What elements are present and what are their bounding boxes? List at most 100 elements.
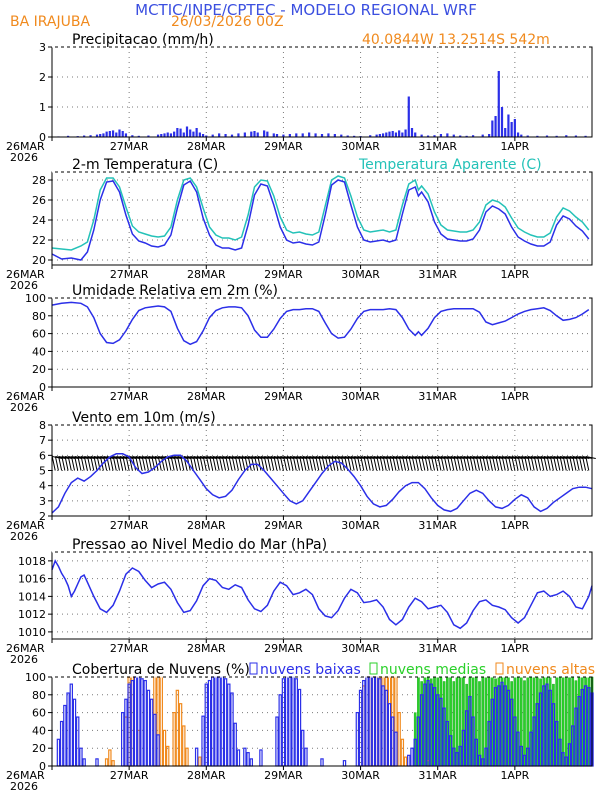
bar-nuvens-medias [478, 681, 481, 767]
x-tick-label: 29MAR [264, 390, 303, 403]
bar-precipitacao [185, 126, 189, 137]
wind-barb [315, 456, 326, 471]
wind-barb [418, 456, 429, 471]
wind-barb [456, 456, 468, 471]
wind-barb [238, 456, 249, 471]
wind-barb [492, 456, 503, 471]
bar-precipitacao [169, 133, 173, 137]
bar-precipitacao [433, 135, 436, 137]
bar-precipitacao [147, 135, 150, 137]
wind-barb [116, 456, 127, 471]
panel-5: 0 20 40 60 80 100 26MAR 27MAR 28MAR 29MAR 30MAR 31M… [6, 662, 595, 792]
wind-barb [318, 456, 330, 471]
bar-precipitacao [414, 132, 417, 137]
wind-barb [514, 456, 526, 471]
wind-barb [276, 456, 288, 471]
wind-barb [421, 456, 432, 471]
bar-precipitacao [507, 114, 510, 137]
y-tick-label: 4 [39, 480, 46, 493]
wind-barb [546, 456, 558, 471]
wind-barb [392, 456, 404, 471]
wind-barb [222, 456, 233, 471]
wind-barb [206, 456, 217, 471]
x-tick-label: 30MAR [341, 769, 380, 782]
series-line-pressao [51, 559, 593, 630]
bar-precipitacao [391, 131, 394, 137]
wind-barb [58, 456, 69, 471]
y-tick-label: 1014 [18, 590, 46, 603]
bar-precipitacao [111, 130, 115, 137]
legend-swatch [249, 662, 258, 675]
wind-barb [578, 456, 590, 471]
y-tick-label: 40 [32, 345, 46, 358]
bar-precipitacao [513, 119, 516, 137]
y-tick-label: 40 [32, 724, 46, 737]
bar-precipitacao [381, 133, 385, 137]
bar-precipitacao [66, 135, 70, 137]
x-tick-label: 28MAR [187, 519, 226, 532]
x-tick-label: 1APR [500, 140, 529, 153]
wind-barb [566, 456, 577, 471]
wind-barb [189, 456, 201, 471]
bar-precipitacao [137, 135, 140, 137]
y-tick-label: 60 [32, 328, 46, 341]
wind-barb [77, 456, 89, 471]
wind-barb [511, 456, 522, 471]
wind-barb [524, 456, 535, 471]
legend-swatch [369, 662, 378, 675]
bar-precipitacao [504, 128, 507, 137]
bar-precipitacao [121, 131, 124, 137]
wind-barb [395, 456, 407, 471]
wind-barb [132, 456, 143, 471]
wind-barb [537, 456, 548, 471]
wind-barb [501, 456, 513, 471]
y-tick-label: 1016 [18, 573, 46, 586]
bar-precipitacao [250, 131, 253, 137]
wind-barb [122, 456, 134, 471]
x-tick-label: 31MAR [418, 642, 457, 655]
panel-title: 2-m Temperatura (C) [72, 157, 218, 173]
wind-barb [508, 456, 519, 471]
x-year-label: 2026 [10, 780, 38, 792]
wind-barb [225, 456, 236, 471]
wind-barb [447, 456, 458, 471]
wind-barb [289, 456, 301, 471]
bar-precipitacao [369, 135, 372, 137]
bar-precipitacao [195, 128, 198, 137]
wind-barb [405, 456, 416, 471]
y-tick-label: 2 [39, 71, 46, 84]
wind-barb [90, 456, 101, 471]
y-tick-label: 100 [25, 292, 46, 305]
wind-barb [144, 456, 156, 471]
panel-3: 2 3 4 5 6 7 8 26MAR 27MAR 28MAR 29MAR 30MAR 31MAR 1AP… [6, 410, 596, 543]
wind-barb [312, 456, 323, 471]
bar-precipitacao [584, 135, 587, 137]
wind-barb [402, 456, 413, 471]
bar-precipitacao [420, 134, 423, 137]
wind-barb [453, 456, 465, 471]
x-tick-label: 26MAR [6, 390, 45, 403]
wind-barb [154, 456, 166, 471]
bar-precipitacao [89, 135, 92, 137]
wind-barb [302, 456, 314, 471]
series-line-vento-em-10m [51, 453, 593, 514]
bar-precipitacao [494, 116, 497, 137]
y-tick-label: 1 [39, 101, 46, 114]
bar-precipitacao [192, 131, 195, 137]
bar-precipitacao [166, 132, 169, 137]
wind-barb [299, 456, 310, 471]
y-tick-label: 80 [32, 310, 46, 323]
coordinates-label: 40.0844W 13.2514S 542m [362, 32, 550, 48]
wind-barb [469, 456, 481, 471]
wind-barb [350, 456, 362, 471]
wind-barb [241, 456, 252, 471]
bar-precipitacao [83, 135, 86, 137]
bar-precipitacao [407, 96, 410, 137]
wind-barb [141, 456, 153, 471]
bar-precipitacao [237, 133, 240, 137]
x-tick-label: 31MAR [418, 390, 457, 403]
x-tick-label: 29MAR [264, 642, 303, 655]
panel-title: Vento em 10m (m/s) [72, 410, 216, 426]
bar-precipitacao [340, 134, 343, 137]
wind-barb [575, 456, 587, 471]
